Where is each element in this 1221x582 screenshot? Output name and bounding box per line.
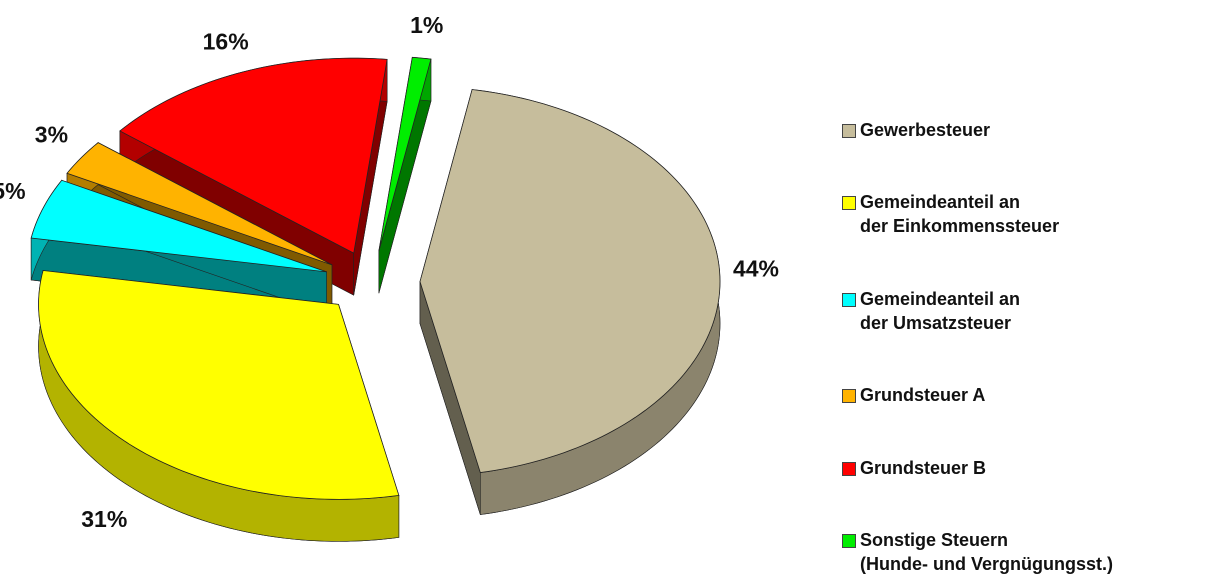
slice — [30, 179, 327, 273]
legend-swatch — [842, 533, 856, 548]
data-label: 31% — [81, 506, 127, 532]
legend-item: Grundsteuer A — [842, 383, 1217, 407]
chart: 44% 31% 5% 3% 16% 1% — [0, 12, 779, 542]
legend-item: Gewerbesteuer — [842, 118, 1217, 142]
legend-item: Sonstige Steuern (Hunde- und Vergnügungs… — [842, 528, 1217, 576]
slice — [66, 142, 333, 266]
legend-swatch — [842, 292, 856, 307]
legend-item: Grundsteuer B — [842, 456, 1217, 480]
legend-swatch — [842, 196, 856, 211]
legend: Gewerbesteuer Gemeindeanteil an der Einko… — [842, 118, 1217, 576]
slice — [38, 270, 400, 500]
legend-item: Gemeindeanteil an der Umsatzsteuer — [842, 287, 1217, 335]
data-label: 1% — [410, 12, 443, 38]
slice — [119, 57, 388, 254]
legend-swatch — [842, 124, 856, 138]
data-label: 16% — [203, 28, 249, 54]
legend-label: Gewerbesteuer — [860, 120, 991, 140]
legend-label: Grundsteuer B — [860, 457, 987, 478]
slice — [378, 56, 432, 252]
legend-label: Gemeindeanteil an der Umsatzsteuer — [860, 288, 1021, 333]
legend-swatch — [842, 389, 856, 404]
legend-label: Gemeindeanteil an der Einkommenssteuer — [860, 192, 1060, 237]
legend-label: Grundsteuer A — [860, 385, 986, 406]
data-label: 3% — [35, 122, 68, 148]
legend-item: Gemeindeanteil an der Einkommenssteuer — [842, 190, 1217, 238]
legend-label: Sonstige Steuern (Hunde- und Vergnügungs… — [860, 529, 1113, 574]
legend-swatch — [842, 461, 856, 476]
data-label: 44% — [733, 256, 779, 282]
data-label: 5% — [0, 178, 26, 204]
slice — [419, 89, 721, 474]
